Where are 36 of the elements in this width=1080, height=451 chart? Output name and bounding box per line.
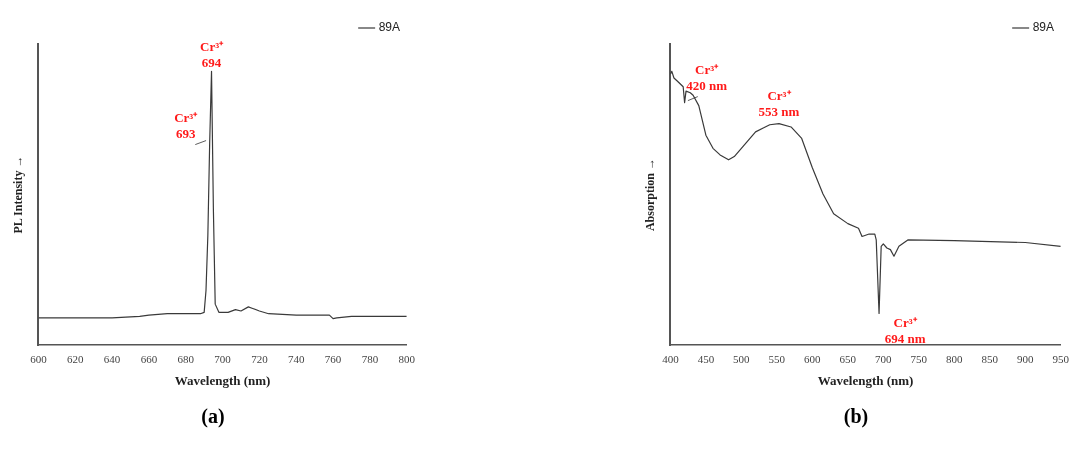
x-axis-title: Wavelength (nm) xyxy=(817,372,914,388)
x-tick-label: 720 xyxy=(251,352,269,365)
x-tick-label: 700 xyxy=(875,352,893,365)
annotation: Cr³⁺ 694 xyxy=(199,39,225,71)
x-tick-label: 600 xyxy=(804,352,822,365)
x-tick-label: 650 xyxy=(839,352,857,365)
x-tick-label: 600 xyxy=(30,352,48,365)
x-axis-title: Wavelength (nm) xyxy=(174,372,271,388)
text: (b) xyxy=(842,405,870,428)
x-tick-label: 740 xyxy=(287,352,305,365)
x-tick-label: 400 xyxy=(662,352,680,365)
legend-label: 89A xyxy=(378,20,401,35)
x-tick-label: 750 xyxy=(910,352,928,365)
x-tick-label: 800 xyxy=(946,352,964,365)
x-tick-label: 660 xyxy=(140,352,158,365)
y-axis-title: PL Intensity → xyxy=(11,155,26,234)
x-tick-label: 780 xyxy=(361,352,379,365)
y-axis-title: Absorption → xyxy=(643,158,658,232)
x-tick-label: 450 xyxy=(697,352,715,365)
x-tick-label: 550 xyxy=(768,352,786,365)
annotation: Cr³⁺ 694 nm xyxy=(884,315,926,347)
legend-label: 89A xyxy=(1032,20,1055,35)
annotation: Cr³⁺ 553 nm xyxy=(758,87,800,119)
x-tick-label: 850 xyxy=(981,352,999,365)
x-tick-label: 640 xyxy=(103,352,121,365)
x-tick-label: 500 xyxy=(733,352,751,365)
x-tick-label: 620 xyxy=(66,352,84,365)
x-tick-label: 760 xyxy=(324,352,342,365)
text: (a) xyxy=(200,405,226,428)
x-tick-label: 800 xyxy=(398,352,416,365)
annotation: Cr³⁺ 420 nm xyxy=(686,62,728,94)
x-tick-label: 950 xyxy=(1052,352,1070,365)
x-tick-label: 900 xyxy=(1017,352,1035,365)
x-tick-label: 700 xyxy=(214,352,232,365)
x-tick-label: 680 xyxy=(177,352,195,365)
annotation: Cr³⁺ 693 xyxy=(174,110,199,142)
